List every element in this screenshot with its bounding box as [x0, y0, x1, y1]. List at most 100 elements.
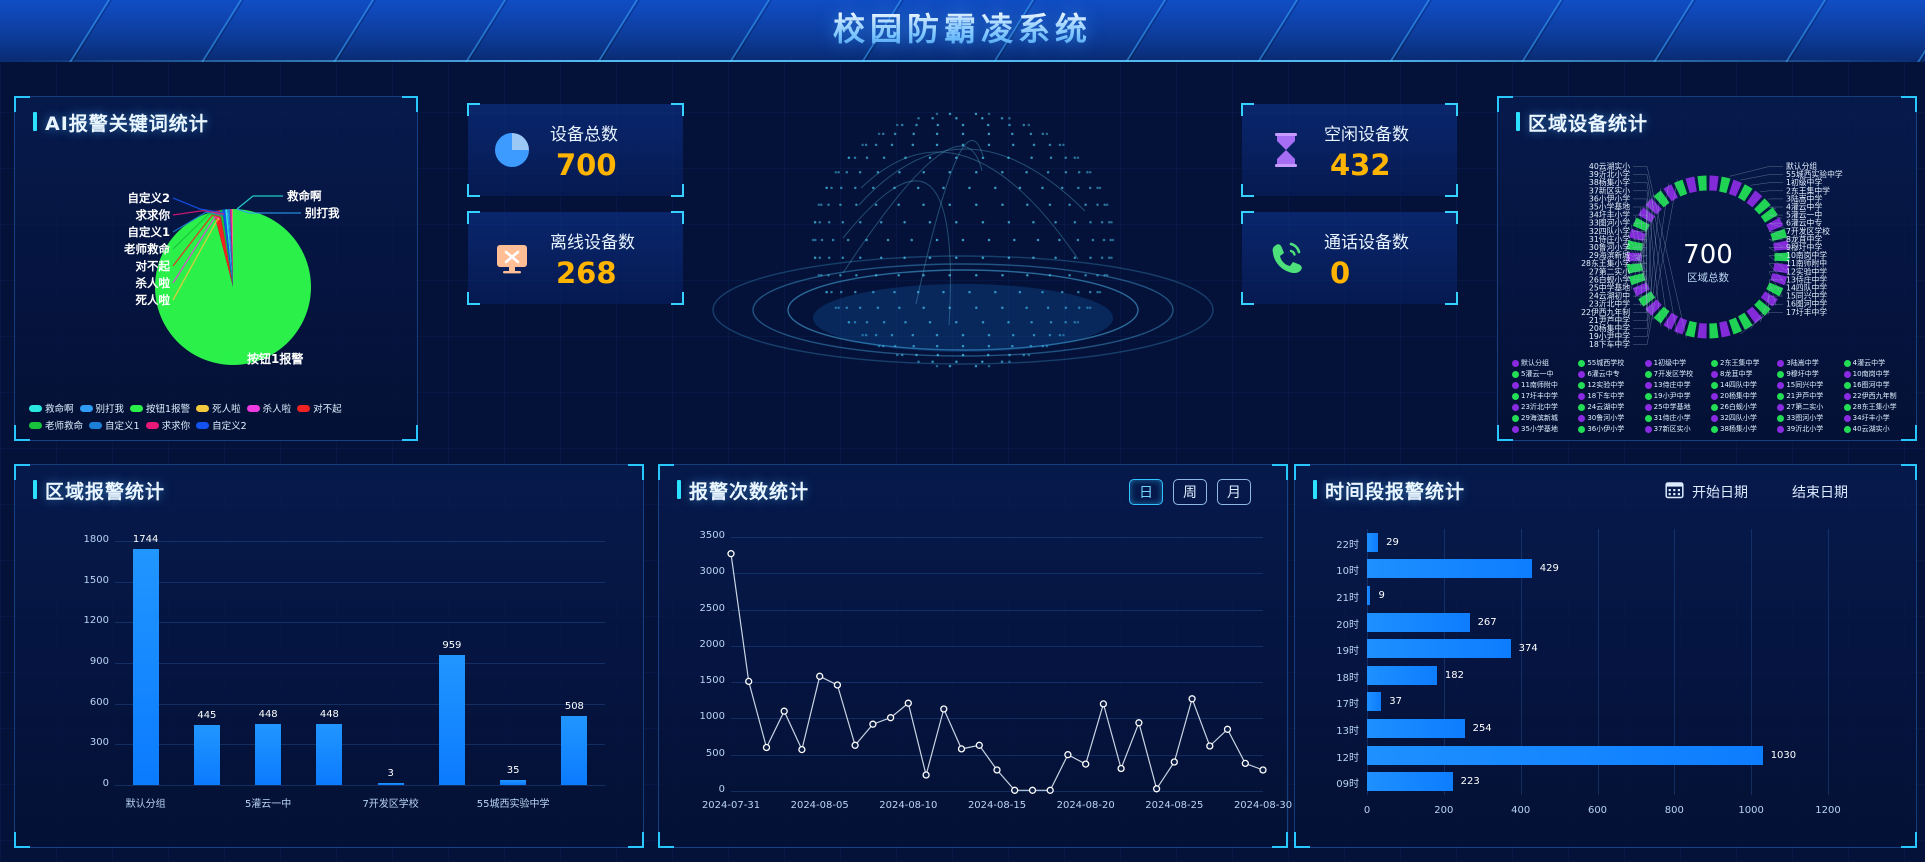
donut-segment[interactable]	[1719, 176, 1731, 194]
pie-legend-item[interactable]: 别打我	[79, 401, 124, 415]
donut-segment[interactable]	[1645, 299, 1662, 316]
line-data-point[interactable]	[1099, 700, 1108, 708]
donut-legend-item[interactable]: 14四队中学	[1711, 380, 1775, 390]
line-data-point[interactable]	[780, 707, 788, 715]
donut-segment[interactable]	[1628, 228, 1646, 241]
line-data-point[interactable]	[798, 745, 806, 754]
donut-legend-item[interactable]: 4灌云中学	[1843, 358, 1908, 368]
donut-segment[interactable]	[1770, 273, 1788, 286]
donut-legend-item[interactable]: 33图河小学	[1777, 413, 1841, 423]
donut-legend-item[interactable]: 30鲁河小学	[1578, 413, 1642, 423]
pie-slice[interactable]	[227, 209, 233, 287]
bar[interactable]	[1367, 772, 1453, 792]
bar[interactable]	[1367, 745, 1763, 765]
stat-card-idle-devices[interactable]: 空闲设备数 432	[1241, 103, 1458, 197]
bar[interactable]	[1367, 532, 1379, 552]
pie-legend-item[interactable]: 死人啦	[196, 401, 241, 415]
time-alarm-hbar-chart[interactable]: 0 200 400 600 800 1000 1200 22时 29 10时 429 21时 9 20时 2…	[1295, 513, 1918, 843]
line-data-point[interactable]	[975, 741, 983, 749]
bar[interactable]	[377, 783, 404, 785]
donut-segment[interactable]	[1697, 175, 1707, 192]
donut-legend-item[interactable]: 24云湖中学	[1578, 402, 1642, 412]
pie-slice[interactable]	[228, 209, 233, 287]
donut-legend-item[interactable]: 38杨集小学	[1711, 424, 1775, 434]
line-data-point[interactable]	[727, 550, 735, 558]
line-data-point[interactable]	[869, 720, 877, 728]
line-data-point[interactable]	[1011, 786, 1019, 794]
donut-segment[interactable]	[1754, 299, 1771, 316]
donut-legend-item[interactable]: 15同兴中学	[1777, 380, 1841, 390]
donut-legend-item[interactable]: 40云湖实小	[1843, 424, 1908, 434]
donut-segment[interactable]	[1770, 228, 1788, 241]
donut-legend-item[interactable]: 7开发区学校	[1644, 369, 1709, 379]
tab-day[interactable]: 日	[1129, 479, 1163, 505]
donut-legend-item[interactable]: 28东王集小学	[1843, 402, 1908, 412]
donut-legend-item[interactable]: 32四队小学	[1711, 413, 1775, 423]
donut-legend-item[interactable]: 23沂北中学	[1512, 402, 1576, 412]
bar[interactable]	[132, 548, 159, 785]
donut-segment[interactable]	[1697, 322, 1707, 339]
line-data-point[interactable]	[1117, 764, 1125, 773]
pie-legend-item[interactable]: 按钮1报警	[130, 401, 190, 415]
line-data-point[interactable]	[816, 672, 824, 680]
donut-legend-item[interactable]: 17圩丰中学	[1512, 391, 1576, 401]
bar[interactable]	[255, 724, 282, 785]
donut-legend-item[interactable]: 5灌云一中	[1512, 369, 1576, 379]
donut-legend-item[interactable]: 19小尹中学	[1644, 391, 1709, 401]
donut-segment[interactable]	[1709, 322, 1719, 339]
donut-legend-item[interactable]: 12实验中学	[1578, 380, 1642, 390]
line-data-point[interactable]	[1241, 759, 1249, 768]
line-data-point[interactable]	[1223, 725, 1232, 733]
line-data-point[interactable]	[957, 745, 966, 753]
line-data-point[interactable]	[851, 741, 859, 749]
donut-legend-item[interactable]: 55城西学校	[1578, 358, 1642, 368]
bar[interactable]	[1367, 612, 1470, 632]
donut-segment[interactable]	[1738, 312, 1753, 330]
donut-legend-item[interactable]: 11南师附中	[1512, 380, 1576, 390]
donut-legend-item[interactable]: 10南岗中学	[1843, 369, 1908, 379]
region-alarm-bar-chart[interactable]: 0 300 600 900 1200 1500 1800 1744 445 448 448 3 959 3…	[15, 513, 645, 843]
donut-legend-item[interactable]: 37新区实小	[1644, 424, 1709, 434]
donut-legend-item[interactable]: 8龙苴中学	[1711, 369, 1775, 379]
bar[interactable]	[1367, 719, 1465, 738]
pie-slice[interactable]	[231, 209, 233, 287]
donut-segment[interactable]	[1719, 320, 1731, 338]
donut-segment[interactable]	[1626, 263, 1643, 274]
donut-segment[interactable]	[1774, 252, 1790, 262]
line-data-point[interactable]	[1082, 760, 1090, 768]
bar[interactable]	[438, 655, 465, 785]
line-data-point[interactable]	[922, 771, 930, 779]
pie-legend-item[interactable]: 杀人啦	[246, 401, 291, 415]
donut-segment[interactable]	[1653, 190, 1670, 208]
line-data-point[interactable]	[762, 743, 771, 752]
donut-segment[interactable]	[1626, 240, 1643, 251]
donut-legend-item[interactable]: 2东王集中学	[1711, 358, 1775, 368]
pie-legend-item[interactable]: 老师救命	[29, 418, 83, 432]
donut-segment[interactable]	[1709, 175, 1719, 192]
line-data-point[interactable]	[833, 681, 842, 689]
donut-legend-item[interactable]: 25中学基地	[1644, 402, 1709, 412]
pie-legend-item[interactable]: 自定义1	[89, 418, 140, 432]
line-data-point[interactable]	[1135, 719, 1143, 727]
pie-legend-item[interactable]: 自定义2	[196, 418, 247, 432]
donut-legend-item[interactable]: 9穆圩中学	[1777, 369, 1841, 379]
line-data-point[interactable]	[886, 714, 895, 722]
donut-segment[interactable]	[1685, 320, 1697, 338]
bar[interactable]	[1367, 586, 1371, 605]
donut-segment[interactable]	[1728, 317, 1742, 335]
bar[interactable]	[316, 724, 343, 785]
bar[interactable]	[1367, 559, 1532, 579]
line-data-point[interactable]	[1259, 766, 1267, 774]
line-data-point[interactable]	[1170, 758, 1178, 766]
line-data-point[interactable]	[904, 699, 912, 707]
donut-legend-item[interactable]: 35小学基地	[1512, 424, 1576, 434]
pie-slice[interactable]	[222, 209, 233, 287]
donut-segment[interactable]	[1728, 179, 1742, 197]
donut-segment[interactable]	[1746, 190, 1763, 208]
pie-slice[interactable]	[230, 209, 233, 287]
donut-segment[interactable]	[1754, 198, 1771, 215]
donut-legend-item[interactable]: 27第二实小	[1777, 402, 1841, 412]
donut-segment[interactable]	[1645, 198, 1662, 215]
line-data-point[interactable]	[993, 766, 1001, 774]
